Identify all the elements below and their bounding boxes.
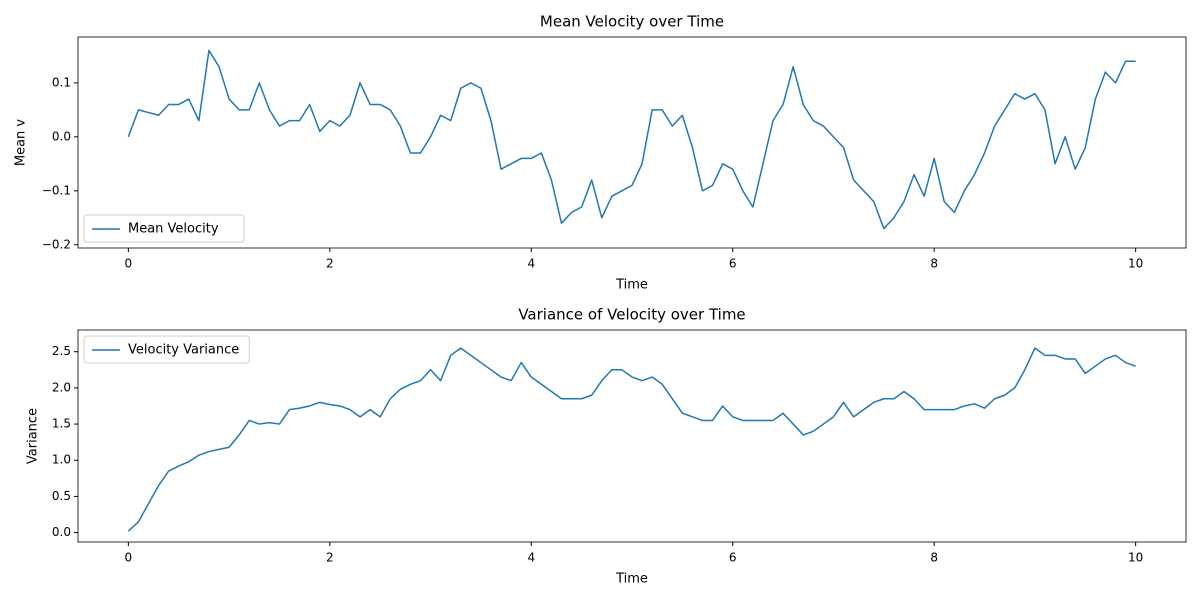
x-tick-label: 10 [1128,551,1143,565]
x-tick-label: 2 [326,257,334,271]
y-tick-label: 0.1 [52,75,71,89]
y-tick-label: 0.0 [52,129,71,143]
legend: Mean Velocity [83,214,245,243]
y-tick-label: 1.0 [52,453,71,467]
legend-label: Velocity Variance [128,343,239,358]
y-tick-label: 0.5 [52,489,71,503]
x-axis-label: Time [615,572,648,587]
y-tick-label: −0.2 [42,237,71,251]
x-axis-label: Time [615,278,648,293]
data-line [127,49,1136,230]
x-tick-label: 4 [527,257,535,271]
x-tick-label: 6 [729,551,737,565]
data-line [127,347,1136,532]
x-tick-label: 4 [527,551,535,565]
legend-box [83,335,250,364]
x-tick-label: 2 [326,551,334,565]
y-tick-label: 1.5 [52,417,71,431]
y-axis-label: Mean v [14,119,29,167]
axes-frame [77,36,1187,249]
x-tick-label: 0 [125,257,133,271]
y-tick-label: 0.0 [52,525,71,539]
x-tick-label: 0 [125,551,133,565]
subplot: Mean Velocity over Time Time Mean v 0 2 4 6 8 10… [14,13,1187,293]
axes-frame [77,329,1187,543]
subplot-title: Mean Velocity over Time [540,13,724,31]
legend-label: Mean Velocity [128,222,219,237]
x-tick-label: 10 [1128,257,1143,271]
y-tick-label: −0.1 [42,183,71,197]
y-axis-label: Variance [26,408,41,464]
legend: Velocity Variance [83,335,250,364]
y-tick-label: 2.5 [52,344,71,358]
subplot-title: Variance of Velocity over Time [518,306,745,324]
x-tick-label: 8 [930,551,938,565]
legend-box [83,214,245,243]
x-tick-label: 6 [729,257,737,271]
y-tick-label: 2.0 [52,380,71,394]
subplot: Variance of Velocity over Time Time Varian… [26,306,1187,587]
x-tick-label: 8 [930,257,938,271]
